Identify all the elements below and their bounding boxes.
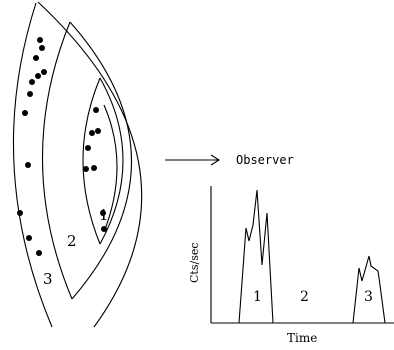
observer-label: Observer [236,153,294,167]
shell-1-inner-boundary [99,77,124,245]
light-curve-chart: 1 2 3 Time Cts/sec [188,186,394,345]
particle-dot [35,73,41,79]
particle-dot [29,79,35,85]
pulse-3-label: 3 [364,289,373,305]
x-axis-label: Time [287,331,317,345]
shell-1-innermost-boundary [103,104,118,233]
observer-direction: Observer [165,153,294,167]
particle-dot [85,145,91,151]
shell-1-label: 1 [99,206,109,224]
pulse-3-curve [352,255,386,324]
shell-1-outer-boundary [82,77,101,245]
observer-arrowhead [210,154,221,166]
shell-3-inner-boundary [37,1,143,328]
particle-dot [41,69,47,75]
expanding-shells: 3 2 1 [12,1,143,328]
particle-dot [39,45,45,51]
particle-dot [17,210,23,216]
particle-dot [22,110,28,116]
particle-dot [95,128,101,134]
shell-2-outer-boundary [41,21,73,300]
particle-dot [27,91,33,97]
particle-dot [36,250,42,256]
particle-dot [26,235,32,241]
particle-dot [100,210,106,216]
particle-dot [33,55,39,61]
pulse-1-curve [238,189,274,324]
shell-2-inner-boundary [69,21,132,300]
particle-dot [25,162,31,168]
shell-3-outer-boundary [12,2,53,328]
pulse-1-label: 1 [253,289,262,305]
particle-dot [89,130,95,136]
particle-dot [101,226,107,232]
y-axis-label: Cts/sec [188,242,201,283]
pulse-2-label: 2 [300,289,309,305]
shell-3-label: 3 [43,270,53,288]
shell-2-label: 2 [67,232,77,250]
particle-dots [17,37,107,256]
particle-dot [91,165,97,171]
particle-dot [83,166,89,172]
particle-dot [37,37,43,43]
particle-dot [93,107,99,113]
